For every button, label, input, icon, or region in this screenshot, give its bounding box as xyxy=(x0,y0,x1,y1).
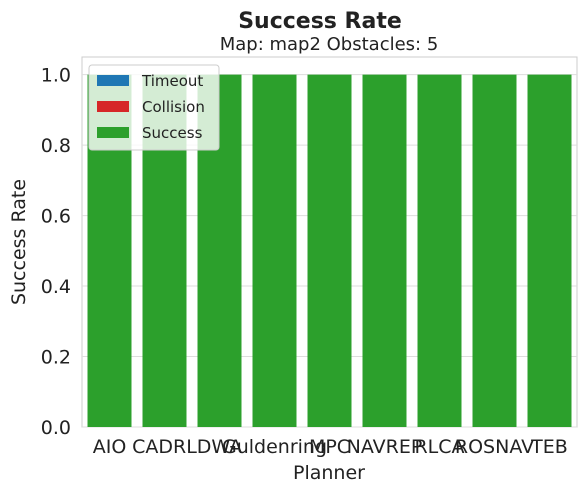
legend-label: Timeout xyxy=(141,72,203,90)
x-tick-label: RLCA xyxy=(414,436,464,458)
x-tick-label: AIO xyxy=(93,436,127,458)
legend-swatch-success xyxy=(97,127,129,138)
y-tick-label: 0.0 xyxy=(41,417,71,439)
x-tick-labels: AIO CADRL DWAGuldenringMPCNAVREPRLCAROSNAV… xyxy=(93,436,568,458)
y-tick-label: 0.8 xyxy=(41,135,71,157)
y-tick-label: 0.4 xyxy=(41,276,71,298)
legend-label: Success xyxy=(142,124,203,142)
y-tick-label: 0.2 xyxy=(41,347,71,369)
y-tick-label: 1.0 xyxy=(41,65,71,87)
legend-label: Collision xyxy=(142,98,205,116)
bar-success xyxy=(472,74,517,427)
bar-success xyxy=(307,74,352,427)
chart-subtitle: Map: map2 Obstacles: 5 xyxy=(220,34,439,55)
legend-swatch-timeout xyxy=(97,75,129,86)
y-axis-title: Success Rate xyxy=(8,179,30,305)
bar-success xyxy=(252,74,297,427)
x-tick-label: CADRL xyxy=(132,436,197,458)
chart-title: Success Rate xyxy=(238,9,402,34)
x-tick-label: NAVREP xyxy=(347,436,423,458)
y-tick-labels: 0.0 0.2 0.4 0.6 0.8 1.0 xyxy=(41,65,71,439)
bar-success xyxy=(527,74,572,427)
x-tick-label: TEB xyxy=(530,436,568,458)
y-tick-label: 0.6 xyxy=(41,206,71,228)
x-tick-label: DWA xyxy=(197,436,242,458)
x-tick-label: ROSNAV xyxy=(455,436,534,458)
legend-swatch-collision xyxy=(97,101,129,112)
bar-success xyxy=(417,74,462,427)
bar-success xyxy=(362,74,407,427)
x-axis-title: Planner xyxy=(293,462,365,484)
x-tick-label: MPC xyxy=(309,436,350,458)
legend: Timeout Collision Success xyxy=(88,64,220,151)
x-tick-label: Guldenring xyxy=(222,436,327,458)
